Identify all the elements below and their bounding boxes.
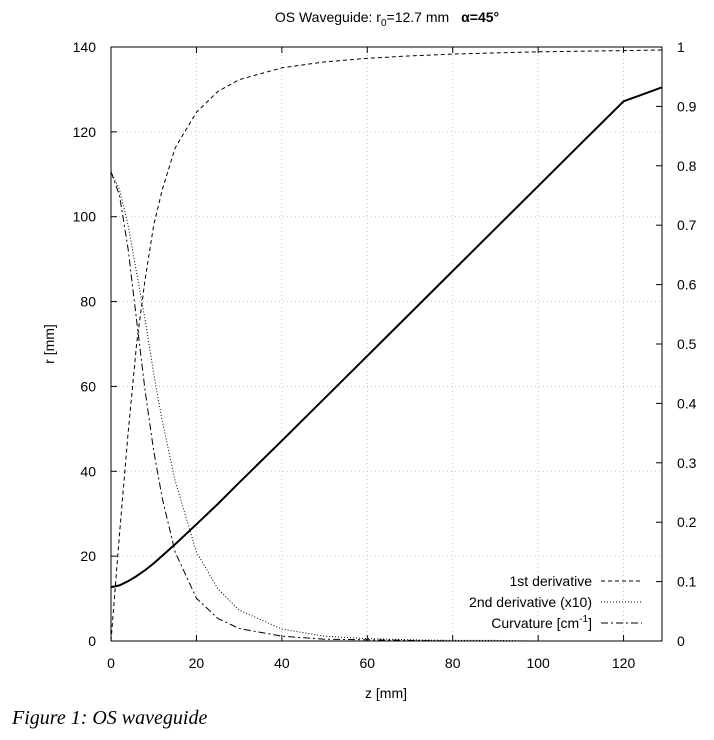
- series-curvature-cm-1: [110, 171, 662, 642]
- y-tick-label: 80: [80, 294, 96, 310]
- axis-ticks: 0 20 40 60 80 100 120 0 20 40 60 80 100 120 140 0 0.1 0.2…: [73, 39, 697, 671]
- legend: 1st derivative 2nd derivative (x10) Curv…: [469, 573, 642, 631]
- y2-tick-label: 0.3: [677, 455, 697, 471]
- y-tick-label: 20: [80, 548, 96, 564]
- y2-tick-label: 0.1: [677, 574, 697, 590]
- series-r: [110, 86, 663, 589]
- y-tick-label: 60: [80, 378, 96, 394]
- waveguide-chart: 0 20 40 60 80 100 120 0 20 40 60 80 100 120 140 0 0.1 0.2…: [41, 9, 697, 701]
- legend-label-1st-derivative: 1st derivative: [510, 573, 593, 589]
- x-axis-label: z [mm]: [365, 685, 407, 701]
- x-tick-label: 80: [445, 655, 461, 671]
- x-tick-label: 40: [274, 655, 290, 671]
- legend-label-curvature: Curvature [cm-1]: [491, 614, 592, 631]
- x-tick-label: 20: [189, 655, 205, 671]
- y2-tick-label: 0.7: [677, 217, 697, 233]
- y2-tick-label: 0.4: [677, 395, 697, 411]
- figure-caption: Figure 1: OS waveguide: [12, 707, 208, 729]
- y2-tick-label: 0.6: [677, 277, 697, 293]
- x-tick-label: 120: [612, 655, 636, 671]
- data-curves: [110, 49, 663, 642]
- x-tick-label: 60: [359, 655, 375, 671]
- legend-label-2nd-derivative: 2nd derivative (x10): [469, 594, 592, 610]
- x-tick-label: 0: [107, 655, 115, 671]
- y-tick-label: 100: [73, 209, 97, 225]
- y2-tick-label: 0: [677, 633, 685, 649]
- y2-tick-label: 0.5: [677, 336, 697, 352]
- y2-tick-label: 1: [677, 39, 685, 55]
- y2-tick-label: 0.2: [677, 514, 697, 530]
- series-1st-derivative: [110, 49, 663, 642]
- y2-tick-label: 0.8: [677, 158, 697, 174]
- y2-tick-label: 0.9: [677, 98, 697, 114]
- series-2nd-derivative-x10: [110, 171, 662, 642]
- chart-title: OS Waveguide: r0=12.7 mm α=45°: [275, 9, 499, 29]
- y-tick-label: 40: [80, 463, 96, 479]
- grid-lines: [111, 47, 662, 641]
- y-axis-label: r [mm]: [41, 324, 57, 364]
- y-tick-label: 120: [73, 124, 97, 140]
- y-tick-label: 0: [88, 633, 96, 649]
- x-tick-label: 100: [526, 655, 550, 671]
- plot-frame: [110, 46, 663, 642]
- y-tick-label: 140: [73, 39, 97, 55]
